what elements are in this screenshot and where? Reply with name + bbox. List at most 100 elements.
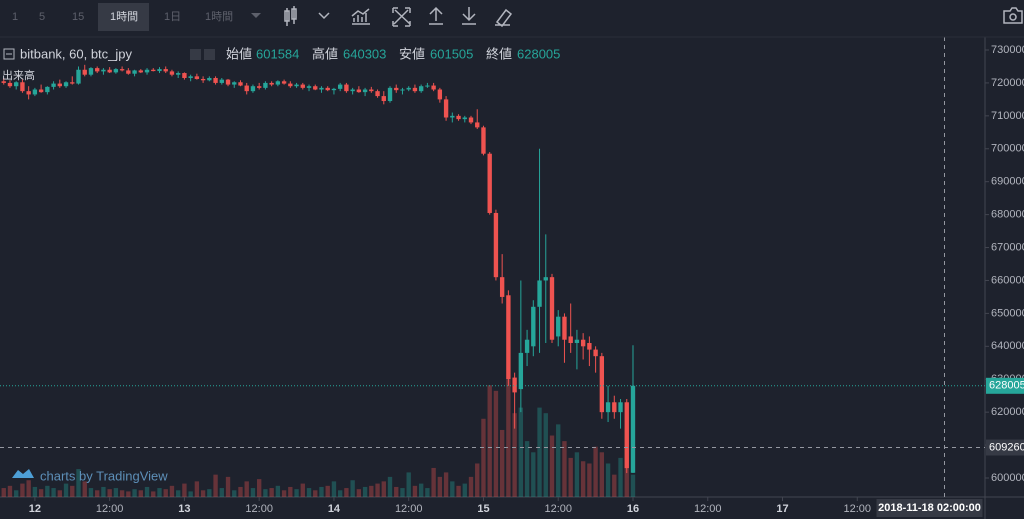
interval[interactable]: 1 — [12, 11, 18, 23]
volume-bar — [431, 467, 436, 497]
volume-bar — [70, 485, 75, 497]
interval[interactable]: 15 — [72, 11, 84, 23]
candle-body — [63, 82, 69, 87]
fullscreen-icon[interactable] — [392, 7, 411, 27]
candle-body — [107, 69, 112, 73]
candle-body — [263, 82, 268, 88]
volume-bar — [331, 481, 337, 497]
candle-body — [76, 69, 81, 84]
candle-body — [587, 343, 592, 350]
volume-bar — [57, 490, 62, 497]
crosshair-time-label: 2018-11-18 02:00:00 — [878, 502, 981, 514]
volume-bar — [524, 441, 530, 497]
crosshair-price-label: 609260 — [989, 441, 1024, 453]
volume-bar — [425, 488, 430, 497]
dropdown-icon[interactable] — [318, 12, 330, 20]
volume-bar — [618, 457, 623, 497]
legend-label: 高値 — [312, 46, 338, 61]
last-price-label: 628005 — [989, 380, 1024, 392]
candle-body — [32, 89, 38, 95]
legend-label: 安値 — [399, 46, 425, 61]
volume-bar — [562, 441, 567, 497]
eraser-icon[interactable] — [495, 8, 513, 28]
volume-bar — [462, 483, 467, 497]
y-tick-label: 730000 — [991, 44, 1024, 56]
candle-body — [630, 385, 636, 473]
interval[interactable]: 5 — [39, 11, 45, 23]
volume-bar — [194, 481, 200, 497]
y-tick-label: 670000 — [991, 241, 1024, 253]
crosshair-price-box — [986, 439, 1024, 456]
volume-bar — [580, 461, 586, 497]
volume-bar — [26, 480, 31, 497]
candle-body — [14, 82, 19, 87]
candle-body — [493, 212, 499, 278]
volume-bar — [20, 483, 25, 497]
legend-label: 始値 — [226, 46, 252, 61]
x-tick-label: 17 — [776, 503, 788, 515]
candle-body — [281, 81, 287, 84]
candle-body — [325, 87, 330, 91]
volume-bar — [456, 485, 461, 497]
candle-body — [232, 82, 237, 85]
volume-bar — [394, 486, 399, 497]
candle-body — [437, 89, 443, 100]
candle-body — [238, 82, 243, 86]
y-tick-label: 700000 — [991, 143, 1024, 155]
x-tick-label: 12:00 — [844, 503, 872, 515]
dropdown-icon[interactable] — [251, 13, 261, 18]
volume-bar — [188, 491, 193, 497]
volume-bar — [406, 472, 411, 497]
y-tick-label: 690000 — [991, 176, 1024, 188]
volume-bar — [593, 446, 598, 497]
volume-bar — [7, 485, 13, 497]
volume-bar — [176, 490, 181, 497]
volume-bar — [225, 476, 231, 497]
volume-bar — [250, 488, 256, 497]
legend-value: 640303 — [343, 46, 386, 61]
volume-bar — [437, 476, 443, 497]
camera-icon[interactable] — [1003, 7, 1023, 24]
indicator-icon[interactable] — [351, 8, 370, 25]
volume-bar — [375, 483, 380, 497]
volume-bar — [300, 483, 305, 497]
legend-value: 601505 — [430, 46, 473, 61]
candle-icon[interactable] — [284, 6, 297, 26]
volume-bar — [294, 489, 299, 497]
candle-body — [443, 99, 449, 118]
volume-bar — [288, 486, 293, 497]
volume-bar — [313, 490, 318, 497]
x-tick-label: 12:00 — [245, 503, 273, 515]
interval[interactable]: 1日 — [164, 11, 181, 23]
candle-body — [95, 68, 100, 72]
volume-bar — [113, 488, 119, 497]
upload-icon[interactable] — [429, 6, 443, 25]
volume-bar — [605, 463, 611, 497]
volume-bar — [275, 485, 281, 497]
volume-bar — [387, 476, 393, 497]
candle-body — [144, 69, 150, 73]
collapse-icon[interactable] — [3, 48, 15, 60]
x-tick-label: 12:00 — [96, 503, 124, 515]
watermark: charts by TradingView — [40, 468, 168, 483]
y-tick-label: 660000 — [991, 274, 1024, 286]
interval[interactable]: 1時間 — [110, 10, 138, 23]
close-icon[interactable] — [204, 49, 215, 60]
candle-body — [562, 316, 567, 340]
volume-bar — [126, 491, 131, 497]
candle-body — [468, 117, 474, 123]
candle-body — [70, 82, 75, 84]
tradingview-logo — [12, 469, 34, 478]
candle-body — [244, 85, 249, 92]
candle-body — [113, 69, 119, 73]
settings-icon[interactable] — [190, 49, 201, 60]
interval-menu[interactable]: 1時間 — [205, 10, 233, 23]
download-icon[interactable] — [462, 7, 476, 25]
candle-body — [599, 356, 605, 413]
candle-body — [207, 77, 212, 81]
volume-label: 出来高 — [2, 68, 35, 82]
active-interval[interactable] — [98, 3, 149, 31]
x-tick-label: 12:00 — [544, 503, 572, 515]
